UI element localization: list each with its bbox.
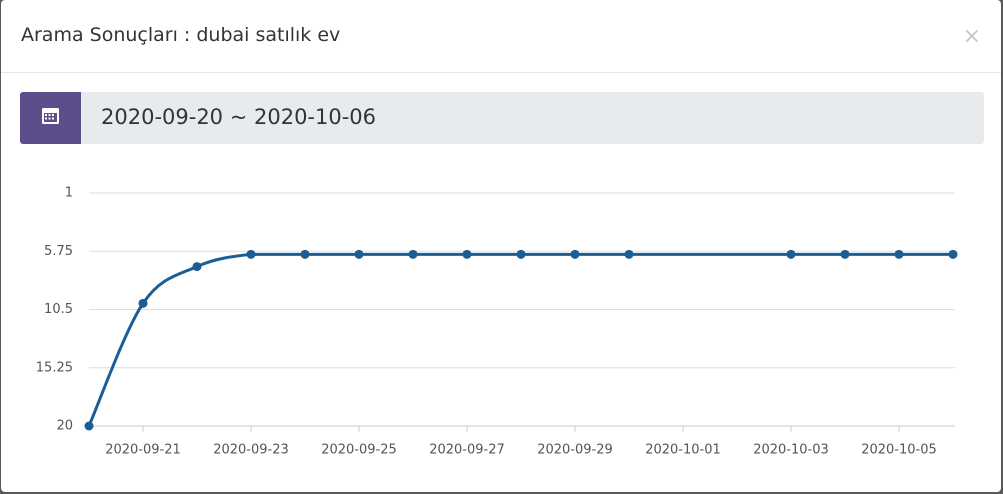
close-button[interactable]: ×	[962, 24, 981, 49]
x-tick-label: 2020-10-01	[645, 443, 721, 458]
point	[786, 249, 796, 259]
x-tick-label: 2020-10-05	[861, 443, 937, 458]
x-tick-label: 2020-09-29	[537, 443, 613, 458]
y-tick-label: 15.25	[36, 360, 73, 375]
point	[246, 249, 256, 259]
x-tick-label: 2020-09-25	[321, 443, 397, 458]
x-tick-label: 2020-09-23	[213, 443, 289, 458]
point	[894, 249, 904, 259]
point	[624, 249, 634, 259]
x-tick-label: 2020-10-03	[753, 443, 829, 458]
point	[570, 249, 580, 259]
y-tick-label: 1	[65, 186, 73, 201]
date-picker[interactable]: 2020-09-20 ~ 2020-10-06	[20, 92, 984, 144]
line	[87, 252, 953, 427]
point	[84, 421, 94, 431]
modal-header: Arama Sonuçları : dubai satılık ev ×	[1, 0, 1001, 73]
icon	[42, 108, 59, 124]
point	[516, 249, 526, 259]
point	[354, 249, 364, 259]
point	[408, 249, 418, 259]
point	[300, 249, 310, 259]
date-range[interactable]: 2020-09-20 ~ 2020-10-06	[101, 105, 377, 129]
point	[462, 249, 472, 259]
point	[192, 262, 202, 272]
point	[840, 249, 850, 259]
modal-title: Arama Sonuçları : dubai satılık ev	[21, 24, 341, 46]
y-tick-label: 20	[56, 419, 73, 434]
y-tick-label: 10.5	[44, 302, 73, 317]
y-tick-label: 5.75	[44, 244, 73, 259]
calendar-icon[interactable]	[20, 92, 81, 144]
x-tick-label: 2020-09-27	[429, 443, 505, 458]
point	[138, 298, 148, 308]
point	[948, 249, 958, 259]
x-tick-label: 2020-09-21	[105, 443, 181, 458]
